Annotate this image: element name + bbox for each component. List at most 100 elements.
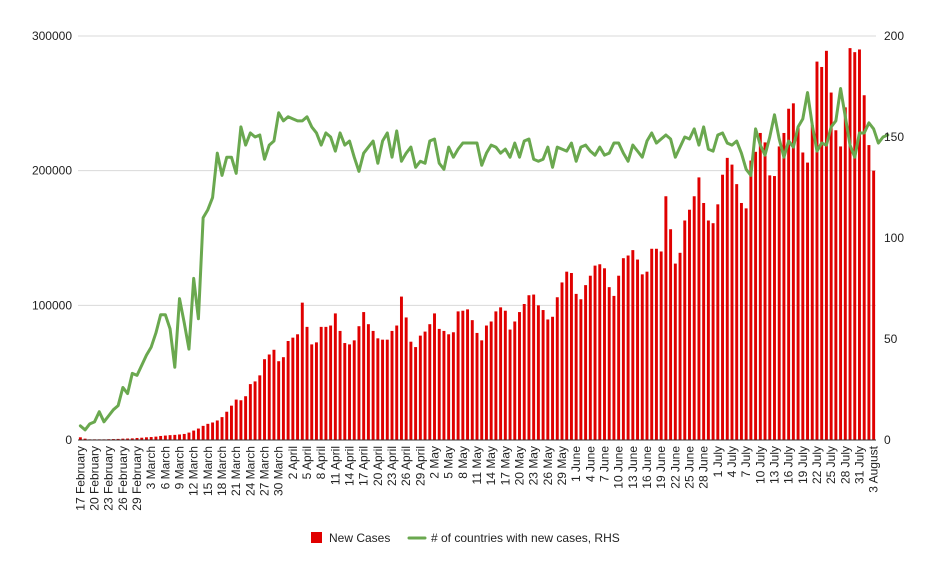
bar-new-cases <box>352 340 356 440</box>
bar-new-cases <box>310 344 314 440</box>
bar-new-cases <box>168 435 172 440</box>
bar-new-cases <box>725 157 729 440</box>
x-tick-label: 19 June <box>654 446 668 489</box>
bar-new-cases <box>664 196 668 440</box>
bar-new-cases <box>768 175 772 440</box>
x-tick-label: 28 July <box>838 446 852 484</box>
bar-new-cases <box>716 204 720 440</box>
bar-new-cases <box>499 307 503 440</box>
bar-new-cases <box>225 411 229 440</box>
x-tick-label: 4 June <box>583 446 597 482</box>
bar-new-cases <box>758 132 762 440</box>
left-tick-label: 300000 <box>32 29 72 43</box>
new-cases-bars <box>78 48 876 441</box>
bar-new-cases <box>456 311 460 440</box>
bar-new-cases <box>796 127 800 440</box>
right-tick-label: 50 <box>884 332 898 346</box>
x-tick-label: 22 June <box>668 446 682 489</box>
bar-new-cases <box>843 107 847 441</box>
left-tick-label: 0 <box>65 433 72 447</box>
bar-new-cases <box>801 152 805 441</box>
x-tick-label: 8 April <box>314 446 328 479</box>
bar-new-cases <box>121 438 125 440</box>
bar-new-cases <box>414 347 418 440</box>
bar-new-cases <box>730 164 734 441</box>
bar-new-cases <box>130 438 134 440</box>
bar-new-cases <box>286 341 290 440</box>
x-tick-label: 17 February <box>73 446 87 511</box>
right-axis-ticks: 0 50 100 150 200 <box>884 29 904 447</box>
bar-new-cases <box>418 335 422 440</box>
bar-new-cases <box>314 342 318 440</box>
bar-new-cases <box>541 310 545 440</box>
bar-new-cases <box>574 293 578 440</box>
left-tick-label: 100000 <box>32 298 72 312</box>
bar-new-cases <box>135 437 139 440</box>
bar-new-cases <box>305 326 309 440</box>
bar-new-cases <box>791 103 795 440</box>
bar-new-cases <box>343 343 347 440</box>
bar-new-cases <box>593 265 597 440</box>
x-tick-label: 26 April <box>399 446 413 486</box>
bar-new-cases <box>409 341 413 440</box>
x-tick-label: 17 May <box>498 446 512 485</box>
bar-new-cases <box>433 313 436 440</box>
bar-new-cases <box>428 324 432 440</box>
bar-new-cases <box>357 326 361 440</box>
bar-new-cases <box>669 229 673 440</box>
bar-new-cases <box>659 251 663 440</box>
bar-new-cases <box>569 273 573 440</box>
bar-new-cases <box>754 151 758 440</box>
x-tick-label: 28 June <box>697 446 711 489</box>
bar-new-cases <box>749 160 753 440</box>
bar-new-cases <box>159 435 163 440</box>
bar-new-cases <box>810 124 814 440</box>
bar-new-cases <box>404 317 408 440</box>
bar-new-cases <box>735 184 739 440</box>
bar-new-cases <box>362 312 366 440</box>
bar-new-cases <box>173 434 177 440</box>
x-tick-label: 16 June <box>640 446 654 489</box>
bar-new-cases <box>338 330 342 440</box>
right-tick-label: 0 <box>884 433 891 447</box>
bar-new-cases <box>853 52 857 440</box>
x-tick-label: 26 May <box>541 446 555 485</box>
bar-new-cases <box>508 329 512 440</box>
bar-new-cases <box>626 255 630 440</box>
bar-new-cases <box>230 405 233 440</box>
bar-new-cases <box>711 223 715 440</box>
x-tick-label: 12 March <box>187 446 201 496</box>
bar-new-cases <box>739 202 743 440</box>
bar-new-cases <box>612 295 616 440</box>
x-axis-ticks: 17 February 20 February 23 February 26 Febr… <box>73 445 880 510</box>
legend-label-new-cases: New Cases <box>329 531 390 545</box>
bar-new-cases <box>688 209 691 440</box>
x-tick-label: 7 July <box>739 446 753 477</box>
x-tick-label: 23 February <box>102 446 116 511</box>
x-tick-label: 14 April <box>343 446 357 486</box>
bar-new-cases <box>872 170 876 441</box>
bar-new-cases <box>584 285 588 440</box>
x-tick-label: 7 June <box>597 446 611 482</box>
bar-new-cases <box>782 132 786 440</box>
bar-new-cases <box>617 275 621 440</box>
bar-new-cases <box>258 375 262 440</box>
bar-new-cases <box>466 309 470 440</box>
bar-new-cases <box>78 437 82 440</box>
bar-new-cases <box>140 437 144 440</box>
bar-new-cases <box>385 339 389 440</box>
x-tick-label: 24 March <box>243 446 257 496</box>
gridlines <box>78 35 876 306</box>
bar-new-cases <box>697 177 701 440</box>
x-tick-label: 9 March <box>173 446 187 489</box>
bar-new-cases <box>503 310 507 440</box>
x-tick-label: 4 July <box>725 446 739 477</box>
bar-new-cases <box>636 259 640 440</box>
bar-new-cases <box>281 357 285 440</box>
bar-new-cases <box>423 331 427 440</box>
bar-new-cases <box>867 145 871 440</box>
bar-new-cases <box>829 92 833 440</box>
bar-new-cases <box>196 428 200 440</box>
bar-new-cases <box>560 282 564 440</box>
bar-new-cases <box>721 174 724 440</box>
